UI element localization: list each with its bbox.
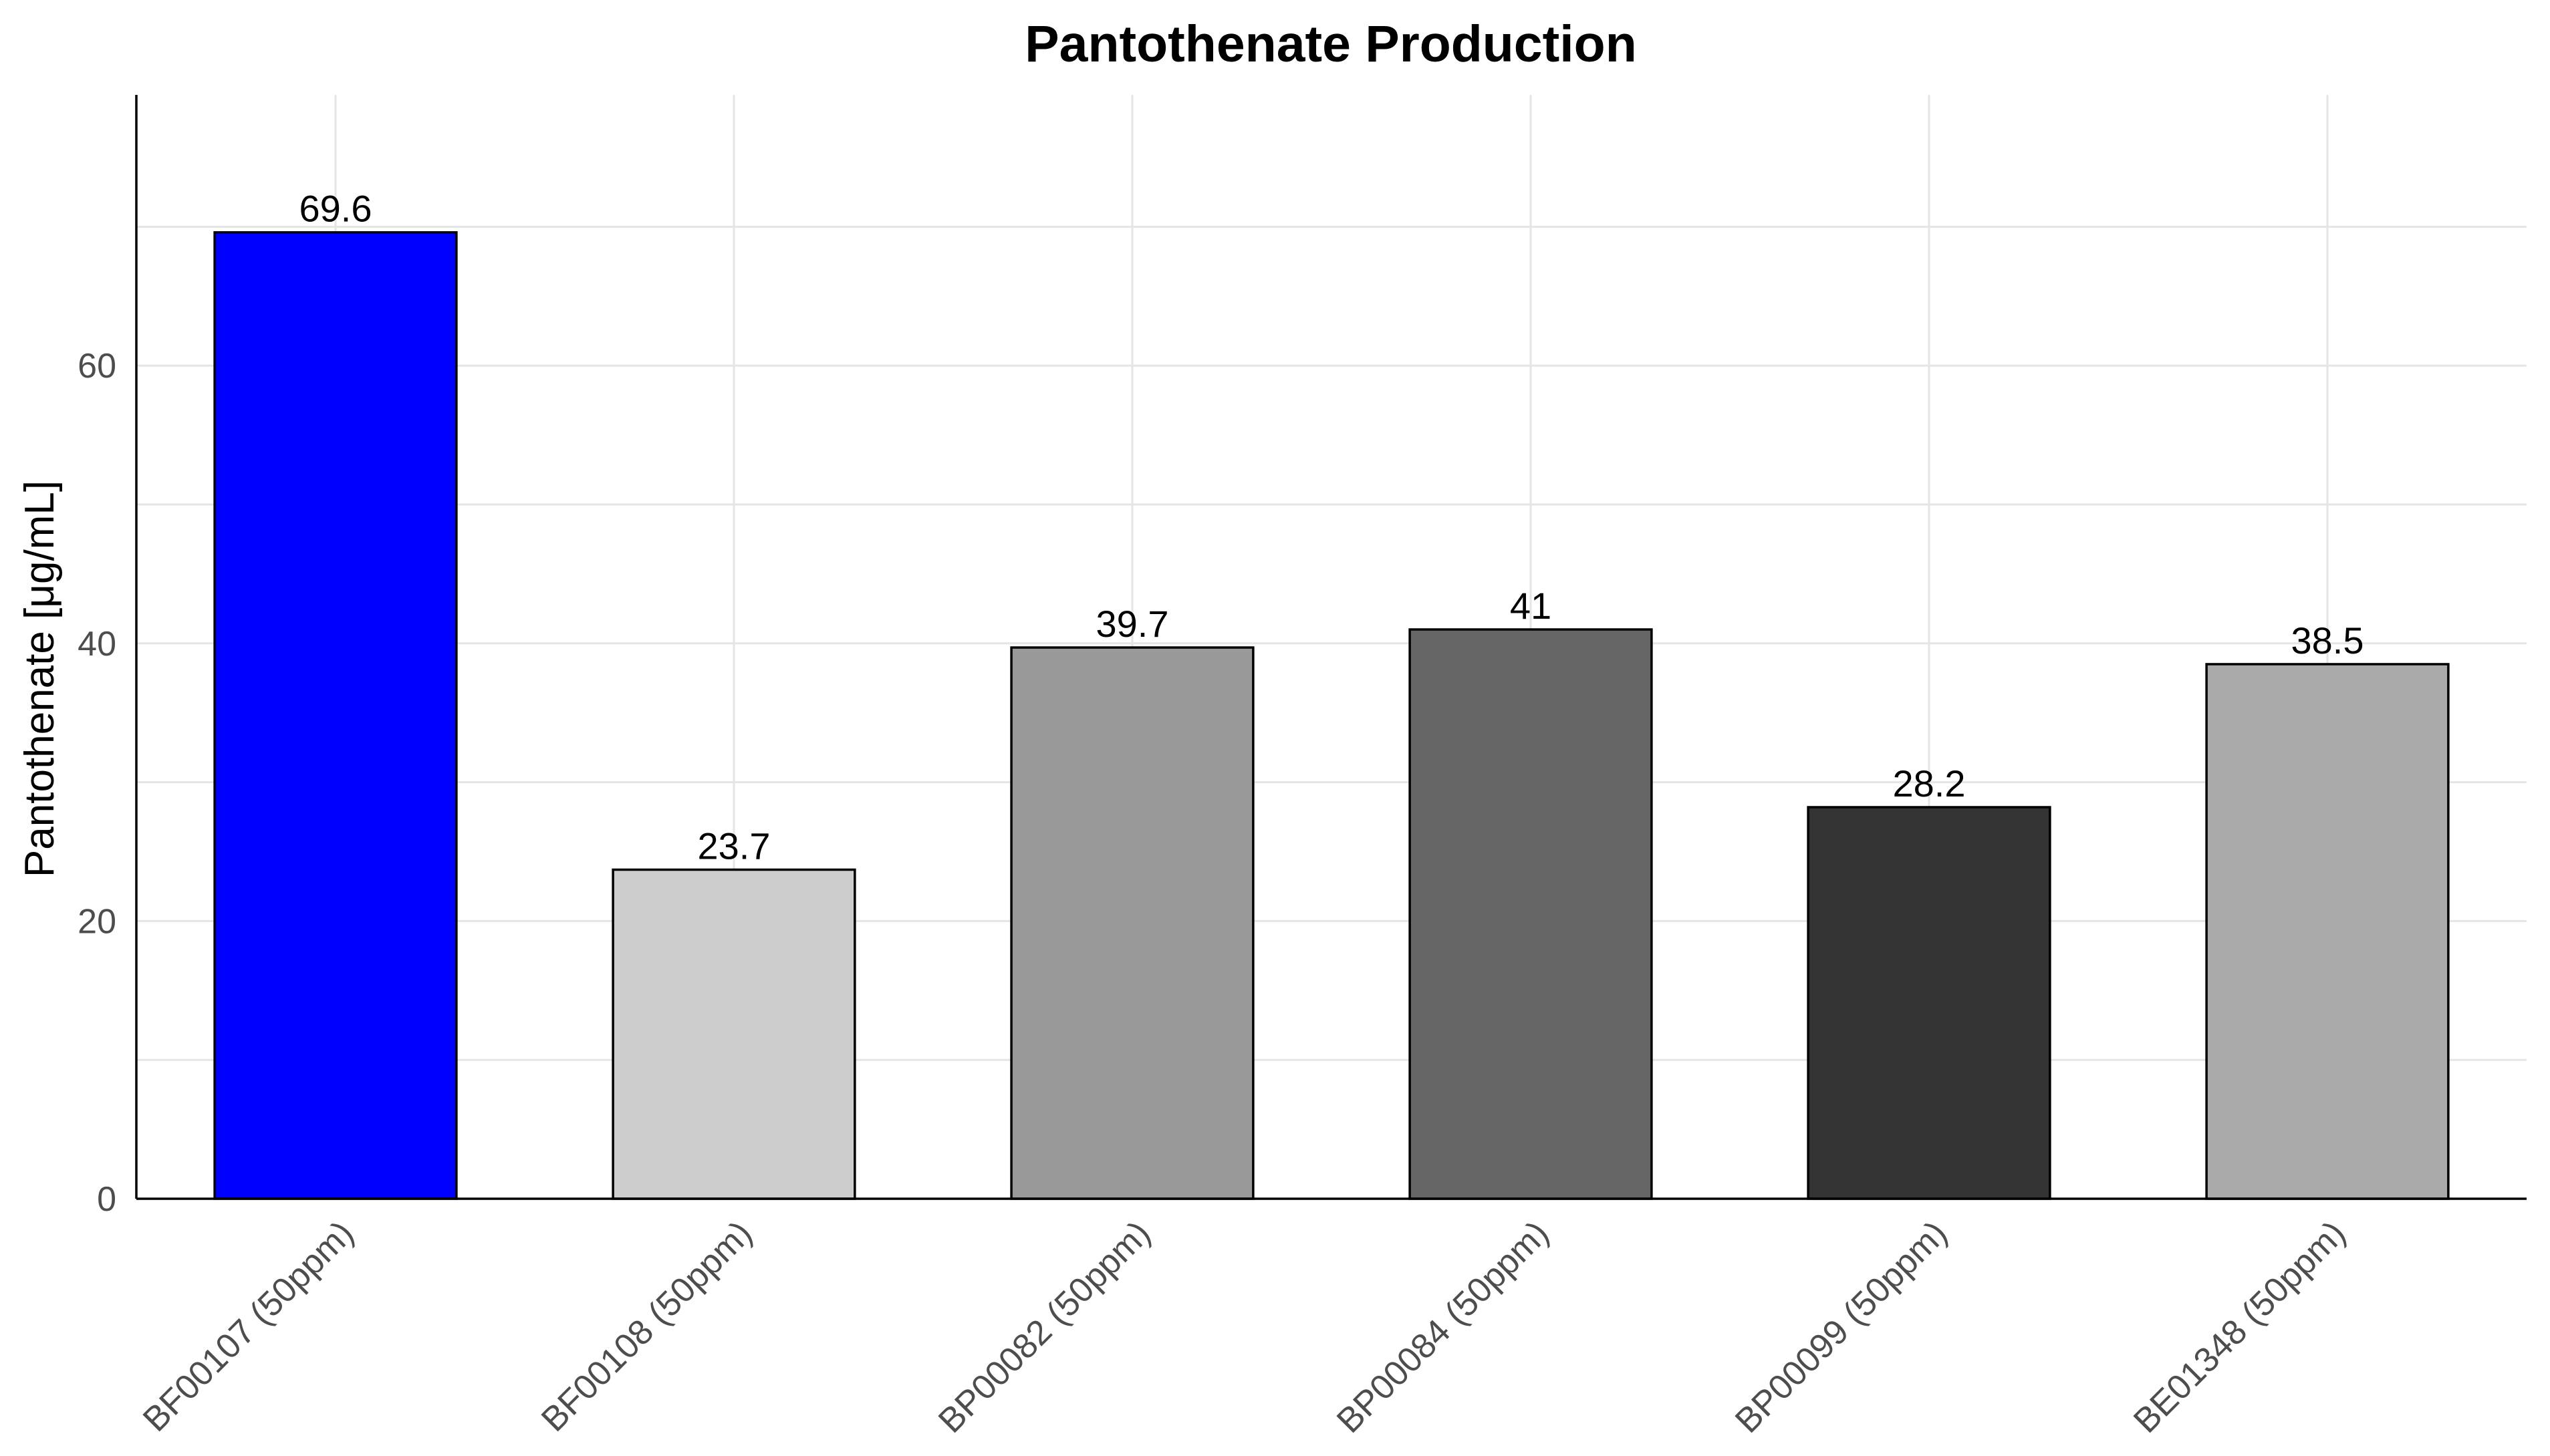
y-axis-title: Pantothenate [μg/mL] bbox=[17, 480, 63, 877]
x-tick-label: BE01348 (50ppm) bbox=[2126, 1213, 2353, 1440]
x-tick-label: BF00107 (50ppm) bbox=[136, 1213, 361, 1439]
bar-1 bbox=[213, 231, 458, 1200]
bar-value-label-3: 39.7 bbox=[1096, 603, 1169, 645]
bar-value-label-5: 28.2 bbox=[1893, 762, 1966, 805]
bar-5 bbox=[1807, 806, 2051, 1200]
chart-title: Pantothenate Production bbox=[1025, 15, 1636, 73]
bar-6 bbox=[2205, 663, 2450, 1200]
y-tick-label: 40 bbox=[78, 625, 116, 664]
bar-2 bbox=[612, 868, 856, 1200]
bar-layer bbox=[213, 231, 2450, 1200]
bar-4 bbox=[1408, 628, 1653, 1200]
x-tick-label: BP00082 (50ppm) bbox=[931, 1213, 1158, 1440]
bar-value-label-1: 69.6 bbox=[299, 188, 372, 230]
bar-3 bbox=[1010, 646, 1255, 1200]
y-tick-label: 20 bbox=[78, 902, 116, 941]
axis-layer bbox=[135, 95, 2527, 1200]
x-tick-label: BF00108 (50ppm) bbox=[534, 1213, 759, 1439]
x-tick-label: BP00084 (50ppm) bbox=[1329, 1213, 1556, 1440]
y-tick-label: 60 bbox=[78, 347, 116, 386]
y-tick-label: 0 bbox=[97, 1180, 116, 1219]
bar-value-label-2: 23.7 bbox=[698, 825, 771, 867]
x-tick-label: BP00099 (50ppm) bbox=[1728, 1213, 1954, 1440]
bar-value-label-6: 38.5 bbox=[2291, 619, 2364, 662]
grid-layer bbox=[136, 95, 2527, 1199]
bar-value-label-4: 41 bbox=[1510, 585, 1551, 627]
